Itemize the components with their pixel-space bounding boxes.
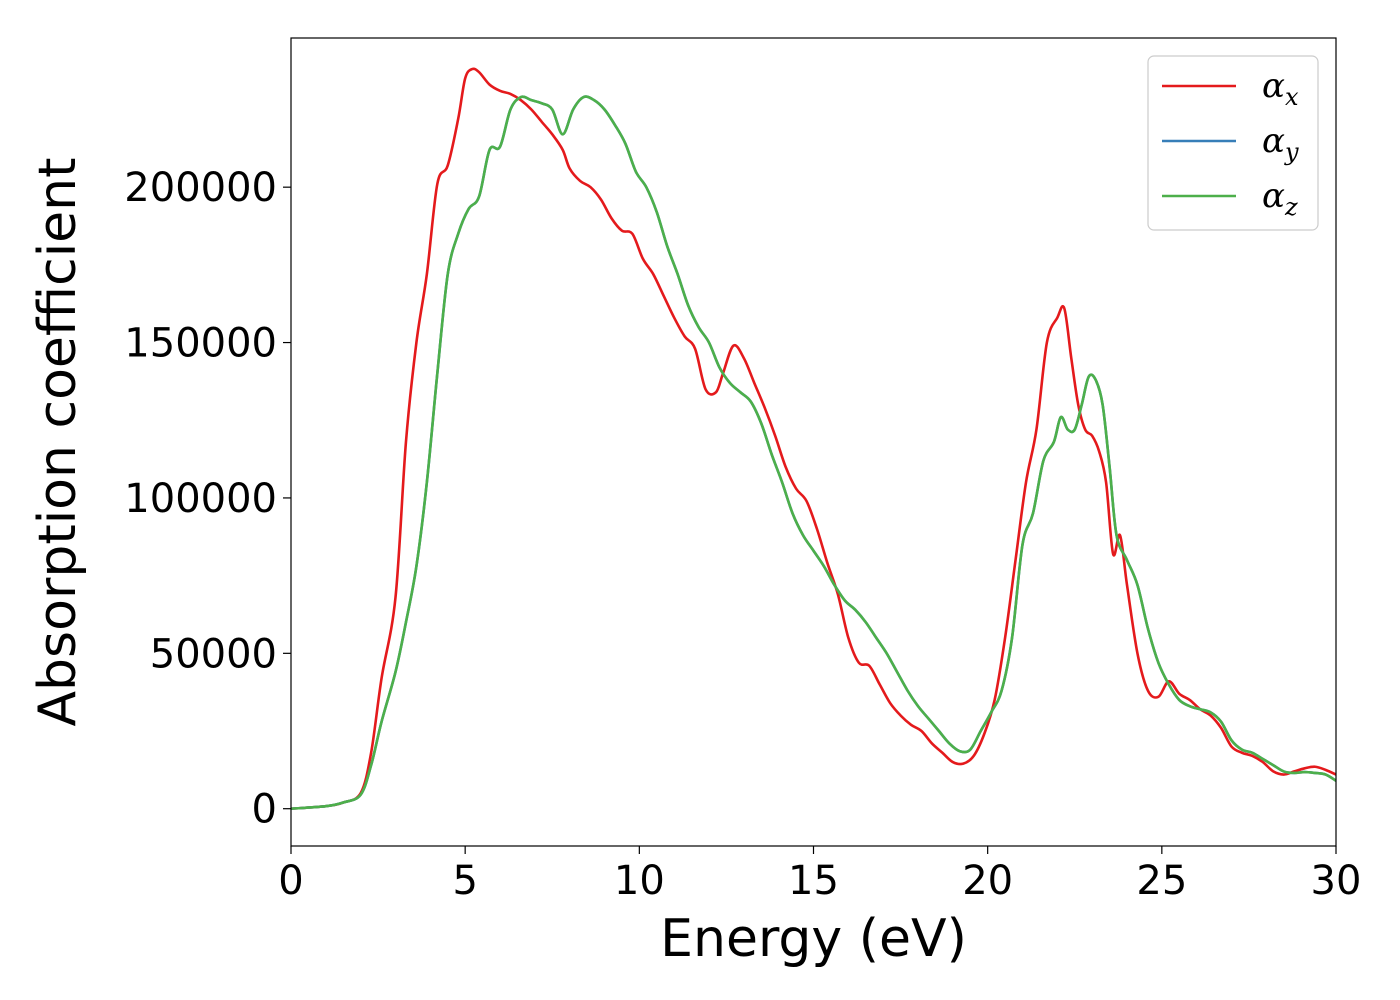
x-tick-label: 30: [1311, 858, 1362, 904]
x-tick-label: 5: [452, 858, 477, 904]
x-tick-label: 15: [788, 858, 839, 904]
y-tick-label: 150000: [124, 321, 277, 367]
y-tick-label: 200000: [124, 165, 277, 211]
series-layer: [291, 67, 1336, 811]
x-tick-label: 25: [1136, 858, 1187, 904]
x-axis-title: Energy (eV): [660, 909, 967, 969]
y-axis-ticks: 0 50000 100000 150000 200000: [124, 165, 291, 833]
legend-label-x: αx: [1262, 66, 1299, 111]
series-line-z: [291, 95, 1336, 811]
legend-box: [1147, 55, 1319, 231]
legend-label-y: αy: [1262, 121, 1299, 166]
y-axis-title: Absorption coefficient: [28, 157, 88, 726]
series-line-x: [291, 67, 1336, 811]
y-tick-label: 100000: [124, 476, 277, 522]
y-tick-label: 0: [252, 787, 277, 833]
x-axis-ticks: 0 5 10 15 20 25 30: [278, 846, 1361, 904]
x-tick-label: 10: [614, 858, 665, 904]
legend: αx αy αz: [1147, 55, 1319, 231]
y-tick-label: 50000: [150, 631, 277, 677]
x-tick-label: 0: [278, 858, 303, 904]
x-tick-label: 20: [962, 858, 1013, 904]
legend-label-z: αz: [1262, 176, 1298, 221]
